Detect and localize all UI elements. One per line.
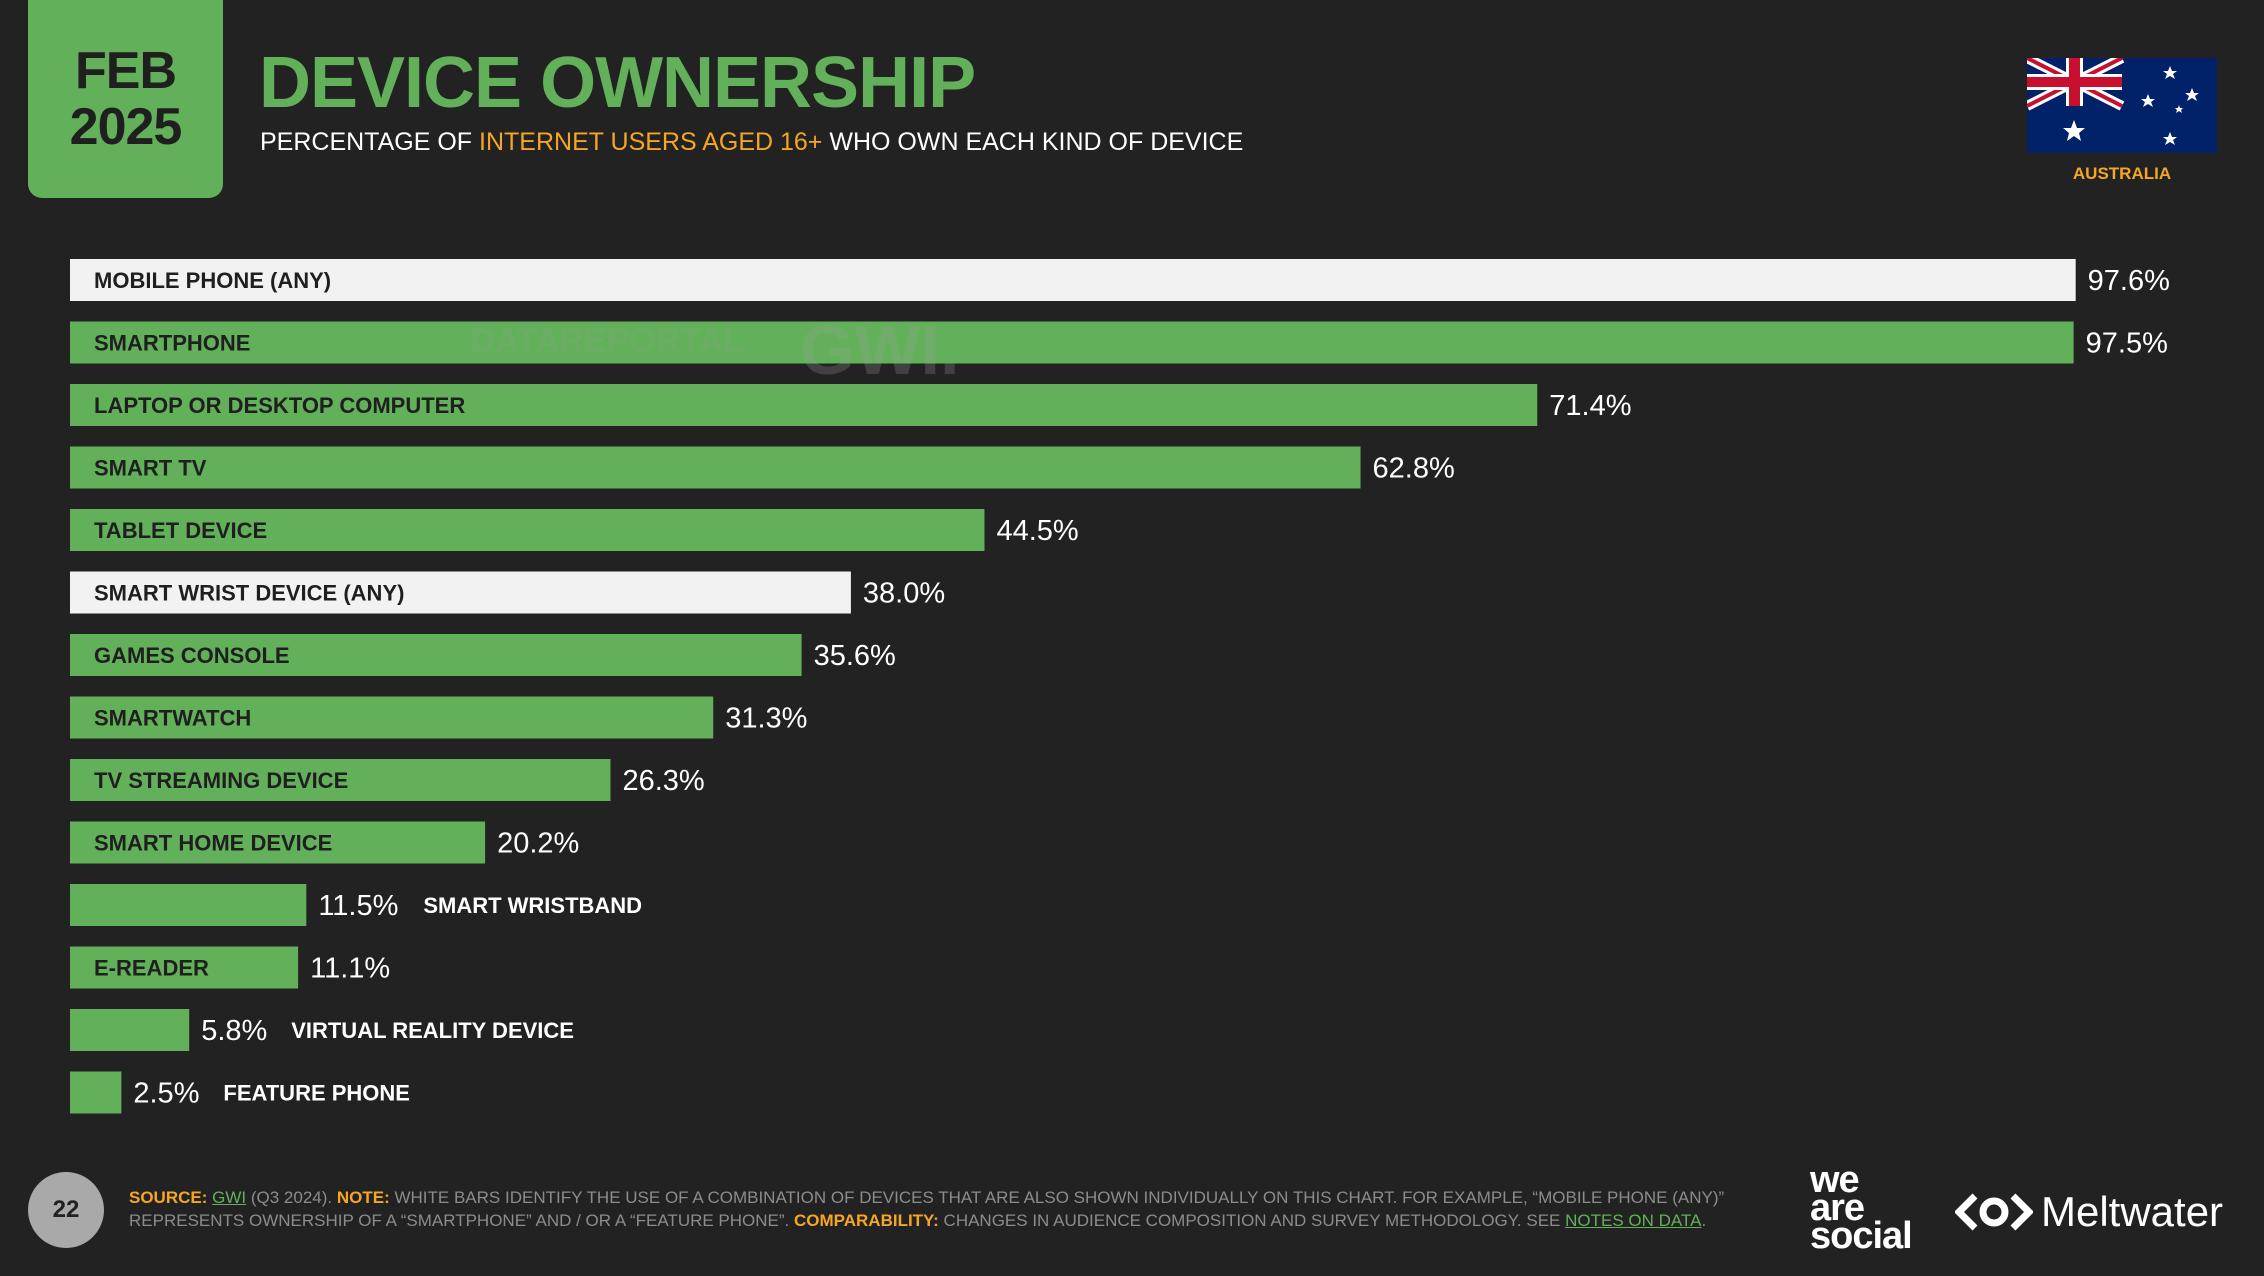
bar (70, 259, 2076, 301)
page-title: DEVICE OWNERSHIP (259, 43, 976, 123)
bar (70, 509, 985, 551)
value-label: 2.5% (133, 1078, 199, 1110)
subtitle-highlight: INTERNET USERS AGED 16+ (479, 128, 823, 156)
page-number: 22 (28, 1172, 104, 1248)
bar (70, 884, 307, 926)
we-are-social-logo: we are social (1810, 1159, 1913, 1257)
bar (70, 821, 486, 864)
comparability-text: CHANGES IN AUDIENCE COMPOSITION AND SURV… (938, 1211, 1566, 1230)
category-label: SMARTWATCH (94, 706, 251, 731)
category-label: LAPTOP OR DESKTOP COMPUTER (94, 393, 465, 418)
meltwater-icon (1955, 1193, 2033, 1231)
value-label: 44.5% (996, 515, 1078, 547)
watermark-datareportal: DATAREPORTAL (470, 322, 744, 360)
bar (70, 1071, 122, 1114)
page-subtitle: PERCENTAGE OF INTERNET USERS AGED 16+ WH… (260, 128, 1243, 157)
category-label: VIRTUAL REALITY DEVICE (291, 1018, 574, 1043)
category-label: MOBILE PHONE (ANY) (94, 268, 331, 293)
value-label: 35.6% (814, 640, 896, 672)
bar (70, 1009, 190, 1051)
value-label: 26.3% (622, 765, 704, 797)
subtitle-post: WHO OWN EACH KIND OF DEVICE (822, 128, 1244, 156)
source-link[interactable]: GWI (212, 1188, 247, 1207)
value-label: 62.8% (1373, 453, 1455, 485)
category-label: SMART WRISTBAND (423, 893, 642, 918)
value-label: 38.0% (863, 578, 945, 610)
bar (70, 571, 851, 614)
category-label: TABLET DEVICE (94, 518, 267, 543)
bar (70, 946, 299, 989)
date-badge: FEB 2025 (28, 0, 223, 198)
australia-flag-icon (2027, 58, 2217, 153)
logo-line-are: are (1810, 1187, 1865, 1229)
value-label: 11.1% (310, 953, 390, 985)
bar (70, 759, 611, 801)
category-label: SMART WRIST DEVICE (ANY) (94, 581, 404, 606)
date-month: FEB (75, 42, 177, 100)
bar (70, 634, 802, 676)
bar (70, 321, 2074, 364)
source-key: SOURCE: (129, 1188, 208, 1207)
date-year: 2025 (69, 98, 183, 156)
footer-end: . (1701, 1211, 1707, 1230)
value-label: 5.8% (201, 1015, 267, 1047)
footer-notes: SOURCE: GWI (Q3 2024). NOTE: WHITE BARS … (129, 1186, 1769, 1232)
watermark-gwi: GWI. (800, 311, 960, 389)
comparability-key: COMPARABILITY: (794, 1211, 939, 1230)
value-label: 11.5% (318, 890, 398, 922)
category-label: TV STREAMING DEVICE (94, 768, 348, 793)
meltwater-text: Meltwater (2041, 1188, 2224, 1235)
category-label: E-READER (94, 956, 209, 981)
subtitle-pre: PERCENTAGE OF (260, 128, 480, 156)
value-label: 97.5% (2086, 328, 2168, 360)
meltwater-logo: Meltwater (1955, 1188, 2223, 1236)
category-label: SMART TV (94, 456, 207, 481)
category-label: FEATURE PHONE (223, 1081, 410, 1106)
category-label: SMART HOME DEVICE (94, 831, 332, 856)
category-label: SMARTPHONE (94, 331, 250, 356)
value-label: 20.2% (497, 828, 579, 860)
country-label: AUSTRALIA (2072, 164, 2172, 183)
category-label: GAMES CONSOLE (94, 643, 290, 668)
note-text: WHITE BARS IDENTIFY THE USE OF A COMBINA… (129, 1188, 1725, 1230)
value-label: 97.6% (2088, 265, 2170, 297)
logo-line-we: we (1810, 1159, 1860, 1201)
bar-chart: 97.6% MOBILE PHONE (ANY) 97.5% SMARTPHONE 71… (70, 259, 2170, 1114)
bar (70, 446, 1361, 489)
logo-line-social: social (1810, 1215, 1913, 1257)
bar (70, 696, 714, 739)
bar (70, 384, 1538, 426)
value-label: 71.4% (1549, 390, 1631, 422)
value-label: 31.3% (725, 703, 807, 735)
source-rest: (Q3 2024). (246, 1188, 337, 1207)
notes-on-data-link[interactable]: NOTES ON DATA (1565, 1211, 1702, 1230)
note-key: NOTE: (336, 1188, 390, 1207)
